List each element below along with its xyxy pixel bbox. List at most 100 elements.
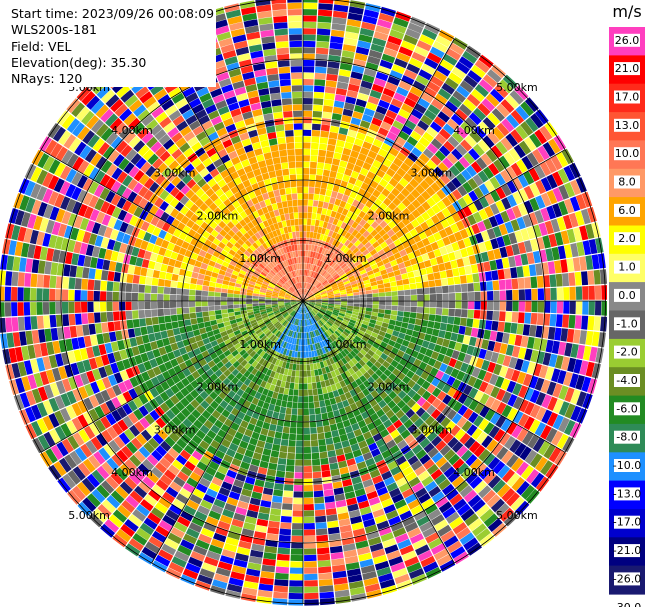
- radial-bin: [473, 415, 484, 427]
- radial-bin: [517, 312, 525, 324]
- radial-bin: [344, 282, 351, 288]
- radial-bin: [337, 281, 344, 286]
- radial-bin: [436, 554, 453, 567]
- radial-bin: [323, 331, 329, 338]
- radial-bin: [482, 166, 494, 180]
- radial-bin: [367, 150, 378, 160]
- radial-bin: [191, 434, 203, 445]
- radial-bin: [318, 572, 333, 580]
- radial-bin: [371, 372, 380, 381]
- radial-bin: [324, 495, 335, 503]
- radial-bin: [345, 562, 360, 571]
- radial-bin: [306, 306, 311, 312]
- radial-bin: [433, 272, 441, 280]
- radial-bin: [231, 368, 240, 377]
- radial-bin: [315, 175, 323, 182]
- radial-bin: [560, 259, 568, 273]
- radial-bin: [141, 546, 157, 560]
- radial-bin: [313, 337, 317, 344]
- radial-bin: [412, 538, 427, 550]
- radial-bin: [401, 75, 415, 86]
- radial-bin: [332, 285, 339, 290]
- radial-bin: [551, 368, 561, 383]
- radial-bin: [345, 345, 353, 353]
- radial-bin: [505, 311, 512, 322]
- radial-bin: [486, 310, 493, 321]
- radial-bin: [492, 311, 500, 321]
- radial-bin: [33, 372, 44, 388]
- radial-bin: [350, 254, 357, 261]
- radial-bin: [319, 400, 326, 408]
- radial-bin: [386, 267, 394, 274]
- radial-bin: [279, 333, 284, 340]
- radial-bin: [289, 567, 303, 574]
- radial-bin: [445, 48, 461, 61]
- radial-bin: [197, 414, 208, 425]
- radial-bin: [471, 64, 486, 79]
- radial-bin: [468, 202, 478, 214]
- instrument-label: WLS200s-181: [11, 22, 217, 39]
- radial-bin: [180, 466, 193, 477]
- radial-bin: [526, 252, 535, 265]
- radial-bin: [77, 414, 89, 428]
- radial-bin: [328, 417, 336, 425]
- radial-bin: [229, 319, 237, 325]
- radial-bin: [304, 320, 306, 327]
- radial-bin: [280, 380, 286, 388]
- radial-bin: [568, 272, 576, 286]
- radial-bin: [311, 286, 316, 292]
- radial-bin: [544, 122, 558, 138]
- radial-bin: [233, 304, 240, 309]
- radial-bin: [406, 91, 420, 103]
- radial-bin: [420, 92, 434, 104]
- radial-bin: [481, 98, 496, 112]
- radial-bin: [304, 263, 307, 270]
- radial-bin: [393, 269, 401, 276]
- radial-bin: [42, 302, 50, 315]
- radial-bin: [286, 459, 295, 466]
- radial-bin: [334, 212, 342, 220]
- radial-bin: [323, 489, 334, 497]
- radial-bin: [356, 278, 363, 284]
- radial-bin: [119, 292, 126, 301]
- radial-bin: [283, 420, 291, 427]
- radial-bin: [323, 353, 329, 360]
- radial-bin: [375, 71, 389, 82]
- radial-bin: [303, 256, 306, 263]
- radial-bin: [351, 65, 365, 74]
- radial-bin: [207, 360, 216, 368]
- radial-bin: [386, 550, 401, 561]
- radial-bin: [215, 526, 229, 537]
- radial-bin: [329, 280, 336, 285]
- radial-bin: [233, 301, 240, 305]
- radial-bin: [297, 351, 301, 358]
- radial-bin: [235, 314, 242, 319]
- radial-bin: [334, 233, 341, 241]
- radial-bin: [430, 121, 442, 133]
- radial-bin: [480, 291, 487, 301]
- radial-bin: [358, 235, 366, 243]
- radial-bin: [314, 336, 319, 343]
- radial-bin: [337, 206, 344, 214]
- radial-bin: [244, 574, 260, 583]
- radial-bin: [209, 281, 216, 288]
- radial-bin: [352, 308, 360, 313]
- radial-bin: [275, 566, 289, 574]
- radial-bin: [318, 253, 324, 261]
- radial-bin: [580, 208, 591, 225]
- radial-bin: [445, 244, 454, 254]
- radial-bin: [94, 269, 103, 280]
- radial-bin: [318, 348, 324, 355]
- radial-bin: [163, 301, 170, 309]
- radial-bin: [77, 501, 92, 517]
- radial-bin: [169, 481, 182, 493]
- radial-bin: [326, 351, 332, 359]
- radial-bin: [363, 222, 371, 230]
- radial-bin: [128, 356, 137, 367]
- radial-bin: [488, 215, 499, 228]
- radial-bin: [585, 255, 594, 270]
- radial-bin: [357, 419, 367, 429]
- radial-bin: [88, 455, 101, 469]
- radial-bin: [351, 283, 358, 288]
- radial-bin: [205, 326, 213, 333]
